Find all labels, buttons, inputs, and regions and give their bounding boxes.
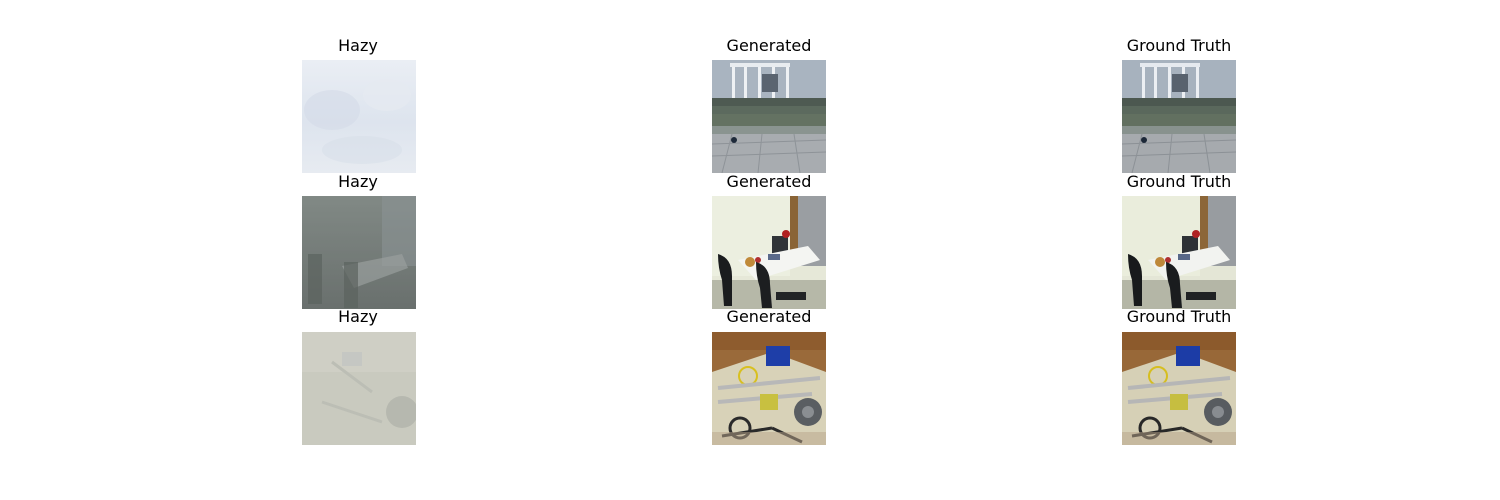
hazy-image [302, 196, 416, 309]
hazy-image [302, 60, 416, 173]
generated-image [712, 196, 826, 309]
panel-title-generated: Generated [726, 172, 812, 191]
panel-title-hazy: Hazy [338, 172, 378, 191]
panel-title-hazy: Hazy [338, 36, 378, 55]
panel-title-ground-truth: Ground Truth [1126, 307, 1232, 326]
ground-truth-image [1122, 196, 1236, 309]
generated-image [712, 332, 826, 445]
panel-title-generated: Generated [726, 36, 812, 55]
ground-truth-image [1122, 60, 1236, 173]
panel-title-hazy: Hazy [338, 307, 378, 326]
panel-title-ground-truth: Ground Truth [1126, 36, 1232, 55]
generated-image [712, 60, 826, 173]
ground-truth-image [1122, 332, 1236, 445]
panel-title-generated: Generated [726, 307, 812, 326]
panel-title-ground-truth: Ground Truth [1126, 172, 1232, 191]
hazy-image [302, 332, 416, 445]
